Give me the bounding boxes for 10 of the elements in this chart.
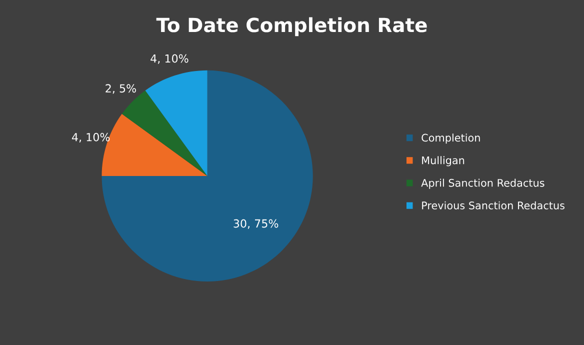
data-label: 30, 75% [234, 219, 278, 229]
legend-label: April Sanction Redactus [421, 178, 544, 189]
chart-title: To Date Completion Rate [156, 17, 427, 36]
legend-label: Completion [422, 134, 480, 144]
data-label: 4, 10% [72, 132, 110, 142]
data-label: 2, 5% [106, 84, 136, 94]
legend-label: Mulligan [422, 156, 464, 166]
data-label: 4, 10% [150, 54, 188, 64]
legend-label: Previous Sanction Redactus [422, 201, 564, 210]
pie-slice [145, 70, 208, 176]
